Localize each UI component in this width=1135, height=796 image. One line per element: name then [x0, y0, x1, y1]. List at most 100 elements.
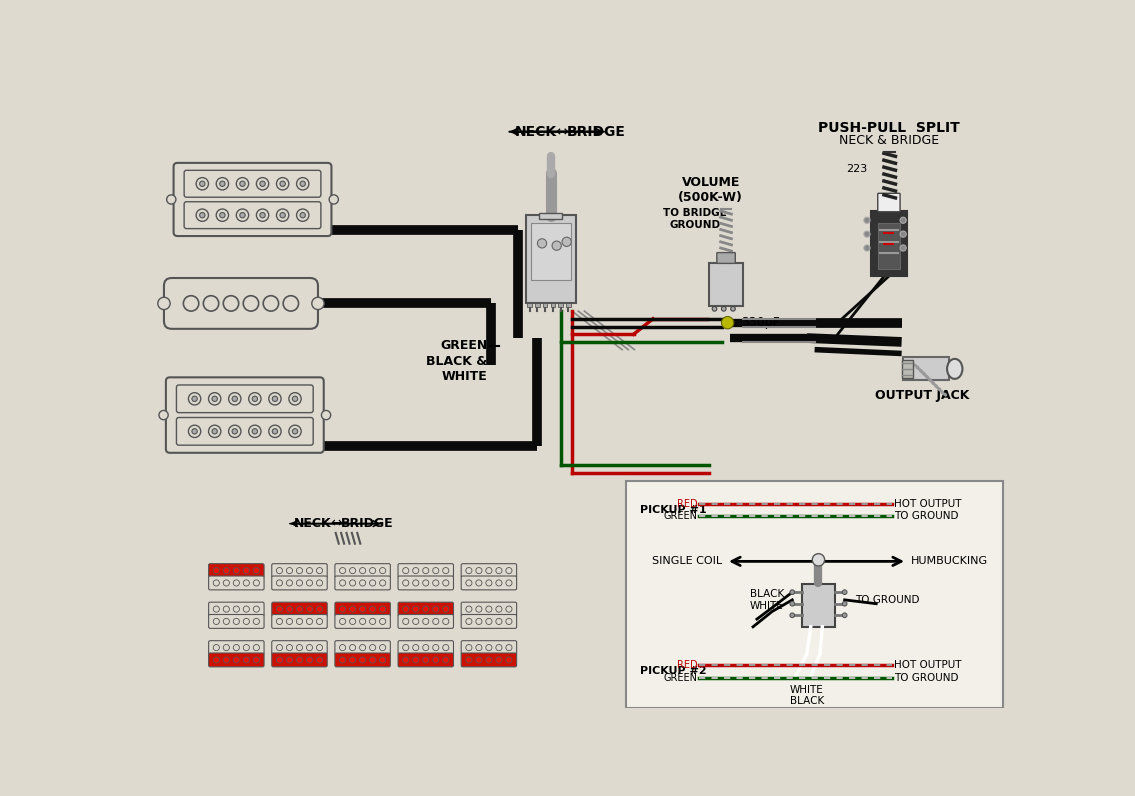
Circle shape — [232, 396, 237, 401]
Circle shape — [234, 579, 239, 586]
Circle shape — [317, 657, 322, 663]
FancyBboxPatch shape — [461, 653, 516, 667]
Circle shape — [486, 606, 491, 612]
Circle shape — [350, 579, 355, 586]
Circle shape — [224, 568, 229, 574]
Circle shape — [339, 645, 346, 650]
Circle shape — [286, 618, 293, 625]
Circle shape — [300, 181, 305, 186]
Text: GREEN: GREEN — [664, 673, 698, 683]
Circle shape — [465, 657, 472, 663]
Text: PICKUP #2: PICKUP #2 — [640, 666, 706, 677]
Circle shape — [432, 657, 439, 663]
FancyBboxPatch shape — [163, 278, 318, 329]
Circle shape — [296, 645, 303, 650]
Bar — [528, 303, 532, 306]
Circle shape — [159, 411, 168, 419]
Circle shape — [476, 579, 482, 586]
Circle shape — [360, 579, 365, 586]
Text: BLACK
WHITE: BLACK WHITE — [749, 589, 784, 611]
Circle shape — [360, 618, 365, 625]
Circle shape — [864, 217, 871, 224]
Circle shape — [900, 245, 906, 251]
Text: TO BRIDGE
GROUND: TO BRIDGE GROUND — [663, 208, 728, 229]
Circle shape — [432, 645, 439, 650]
FancyBboxPatch shape — [209, 603, 264, 616]
Circle shape — [269, 392, 281, 405]
Circle shape — [296, 178, 309, 190]
Circle shape — [234, 568, 239, 574]
Circle shape — [220, 213, 225, 218]
FancyBboxPatch shape — [461, 641, 516, 654]
FancyBboxPatch shape — [209, 564, 264, 578]
Circle shape — [306, 606, 312, 612]
FancyBboxPatch shape — [335, 641, 390, 654]
Circle shape — [286, 579, 293, 586]
Circle shape — [224, 606, 229, 612]
Circle shape — [360, 657, 365, 663]
Circle shape — [239, 213, 245, 218]
Circle shape — [476, 568, 482, 574]
Text: BRIDGE: BRIDGE — [340, 517, 394, 530]
Circle shape — [243, 618, 250, 625]
Circle shape — [300, 213, 305, 218]
Circle shape — [283, 296, 299, 311]
Circle shape — [217, 209, 228, 221]
Circle shape — [317, 606, 322, 612]
Circle shape — [413, 579, 419, 586]
Circle shape — [253, 657, 260, 663]
FancyBboxPatch shape — [461, 576, 516, 590]
Circle shape — [236, 209, 249, 221]
Circle shape — [900, 231, 906, 237]
Circle shape — [403, 568, 409, 574]
Circle shape — [224, 618, 229, 625]
Text: NECK & BRIDGE: NECK & BRIDGE — [839, 134, 940, 146]
Text: TO GROUND: TO GROUND — [894, 511, 958, 521]
Circle shape — [443, 568, 448, 574]
Circle shape — [200, 181, 205, 186]
FancyBboxPatch shape — [184, 170, 321, 197]
Circle shape — [306, 645, 312, 650]
Circle shape — [432, 579, 439, 586]
Circle shape — [350, 657, 355, 663]
Circle shape — [413, 657, 419, 663]
FancyBboxPatch shape — [271, 603, 327, 616]
Circle shape — [317, 579, 322, 586]
Circle shape — [370, 579, 376, 586]
Circle shape — [443, 618, 448, 625]
Circle shape — [350, 568, 355, 574]
Text: WHITE
BLACK: WHITE BLACK — [790, 685, 824, 706]
Circle shape — [234, 606, 239, 612]
Circle shape — [317, 568, 322, 574]
Circle shape — [486, 579, 491, 586]
Circle shape — [253, 618, 260, 625]
Circle shape — [370, 568, 376, 574]
Circle shape — [272, 396, 278, 401]
FancyBboxPatch shape — [209, 641, 264, 654]
Circle shape — [253, 568, 260, 574]
Circle shape — [213, 645, 219, 650]
Circle shape — [339, 657, 346, 663]
Text: HOT OUTPUT: HOT OUTPUT — [894, 498, 961, 509]
Circle shape — [289, 425, 301, 438]
Circle shape — [196, 209, 209, 221]
Bar — [539, 213, 562, 219]
Circle shape — [257, 209, 269, 221]
Text: GREEN: GREEN — [664, 511, 698, 521]
Circle shape — [243, 645, 250, 650]
Circle shape — [213, 657, 219, 663]
Circle shape — [465, 568, 472, 574]
Circle shape — [253, 579, 260, 586]
Text: GREEN: GREEN — [440, 339, 487, 353]
FancyBboxPatch shape — [176, 385, 313, 412]
Circle shape — [196, 178, 209, 190]
Circle shape — [864, 245, 871, 251]
Circle shape — [239, 181, 245, 186]
Circle shape — [317, 618, 322, 625]
Circle shape — [496, 568, 502, 574]
Circle shape — [722, 306, 726, 311]
Circle shape — [422, 657, 429, 663]
Circle shape — [552, 241, 562, 250]
Circle shape — [443, 645, 448, 650]
Circle shape — [289, 392, 301, 405]
